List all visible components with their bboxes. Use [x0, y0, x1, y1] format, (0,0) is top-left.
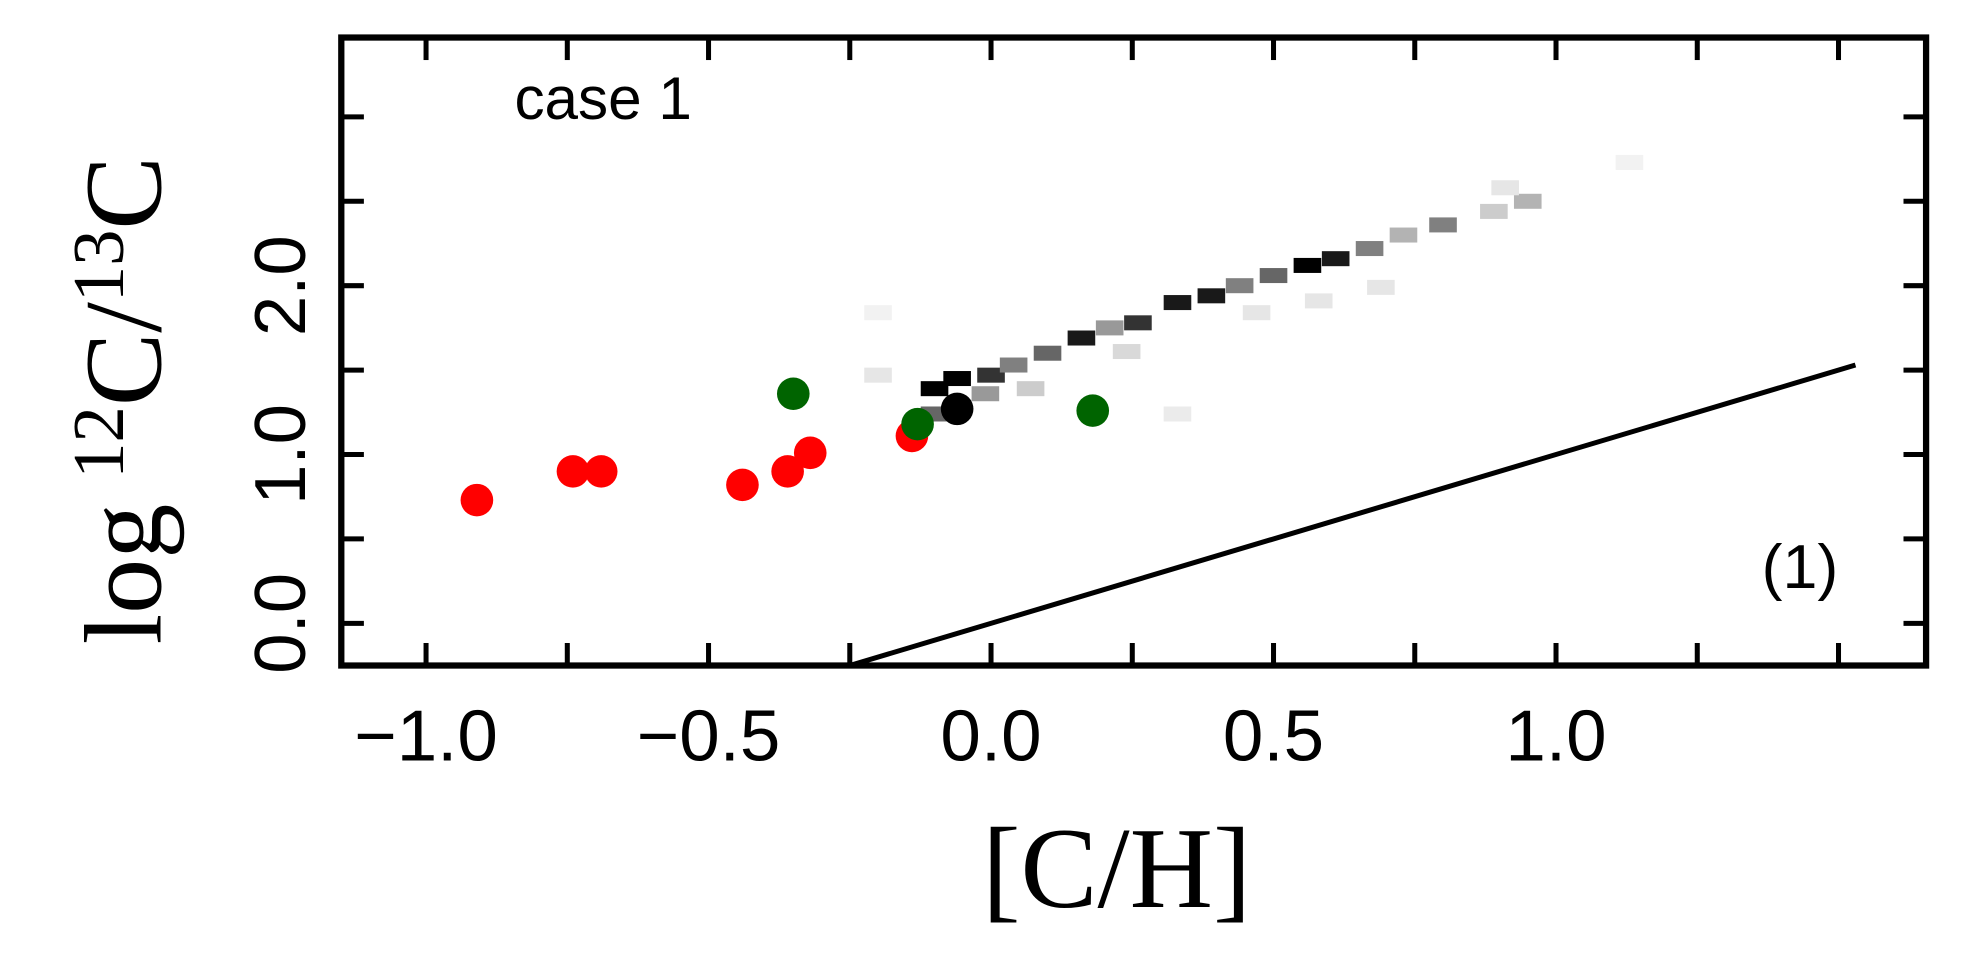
- y-label-part: C: [62, 156, 184, 229]
- y-label-part: C/: [62, 302, 184, 406]
- density-cell: [1095, 320, 1124, 336]
- x-tick-label: 0.0: [940, 696, 1041, 777]
- point: [726, 468, 759, 502]
- density-cell: [1163, 406, 1192, 422]
- plot-frame: [338, 34, 1930, 669]
- point: [556, 455, 590, 488]
- density-cell: [1355, 241, 1384, 257]
- density-cell: [977, 367, 1005, 383]
- point: [901, 407, 934, 441]
- x-tick-label: −1.0: [354, 696, 498, 777]
- density-cell: [1242, 305, 1271, 321]
- density-cell: [1480, 203, 1508, 219]
- plot-area: [460, 154, 1857, 666]
- point: [940, 392, 974, 426]
- density-cell: [1197, 288, 1226, 304]
- density-cell: [1259, 268, 1288, 284]
- density-cell: [1615, 154, 1644, 170]
- density-cell: [1225, 278, 1254, 294]
- density-cell: [1112, 344, 1141, 360]
- point: [776, 377, 810, 410]
- point: [584, 455, 618, 488]
- density-cell: [943, 371, 971, 387]
- density-cell: [1321, 251, 1350, 267]
- x-axis-label: [C/H]: [982, 804, 1251, 932]
- annotation: case 1: [514, 65, 691, 132]
- y-tick-label: 2.0: [240, 235, 321, 336]
- x-tick-label: 1.0: [1505, 696, 1606, 777]
- x-tick-label: 0.5: [1223, 696, 1324, 777]
- x-tick-label: −0.5: [637, 696, 781, 777]
- density-cell: [864, 305, 892, 321]
- density-cell: [864, 367, 892, 383]
- density-cell: [1163, 295, 1192, 311]
- y-label-sup: 13: [58, 230, 139, 303]
- point: [793, 436, 827, 470]
- density-cell: [1016, 381, 1045, 397]
- line: [849, 362, 1857, 666]
- density-cell: [1513, 193, 1542, 209]
- density-cell: [1033, 345, 1062, 361]
- density-cell: [1389, 227, 1418, 243]
- density-cell: [1429, 217, 1457, 233]
- y-tick-label: 1.0: [240, 404, 321, 505]
- density-cell: [1491, 180, 1519, 196]
- y-axis-label: log 12C/13C: [58, 156, 185, 644]
- density-cell: [999, 357, 1028, 373]
- density-cell: [1067, 330, 1096, 346]
- y-label-part: log: [62, 504, 184, 645]
- panel-label: (1): [1762, 532, 1839, 602]
- y-label-sup: 12: [58, 406, 139, 479]
- density-cell: [1304, 293, 1333, 309]
- y-tick-label: 0.0: [240, 573, 321, 674]
- point: [1076, 394, 1110, 427]
- density-cell: [1293, 257, 1322, 273]
- point: [771, 455, 804, 488]
- density-cell: [971, 386, 1000, 402]
- density-cell: [1367, 279, 1395, 295]
- point: [460, 483, 494, 517]
- density-cell: [1124, 315, 1152, 331]
- density-cell: [920, 381, 949, 397]
